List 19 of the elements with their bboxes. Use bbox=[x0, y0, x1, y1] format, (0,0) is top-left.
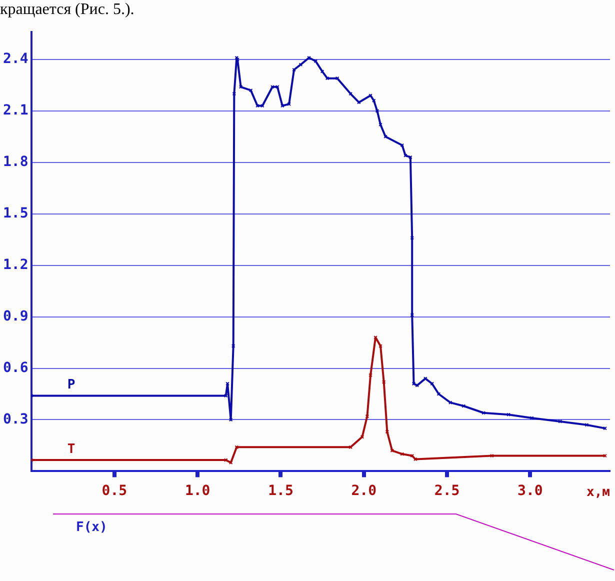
series-label: P bbox=[67, 378, 76, 393]
text: кращается (Рис. 5.). bbox=[0, 0, 136, 20]
y-tick-label: 1.2 bbox=[2, 256, 28, 273]
series-label: T bbox=[67, 442, 76, 457]
x-tick-label: 1.5 bbox=[268, 483, 294, 500]
y-tick-label: 0.3 bbox=[2, 411, 28, 428]
x-tick-label: 2.5 bbox=[434, 483, 460, 500]
x-tick-label: 2.0 bbox=[351, 483, 377, 500]
y-tick-label: 2.4 bbox=[2, 51, 28, 68]
x-axis-title: x,м bbox=[586, 484, 610, 500]
y-tick-label: 1.5 bbox=[2, 205, 28, 222]
x-tick-label: 1.0 bbox=[184, 483, 210, 500]
x-tick-label: 0.5 bbox=[102, 483, 128, 500]
y-tick-label: 1.8 bbox=[2, 154, 28, 170]
x-tick-label: 3.0 bbox=[518, 483, 543, 500]
text: F(x) bbox=[76, 520, 108, 535]
y-tick-label: 2.1 bbox=[2, 102, 28, 119]
y-tick-label: 0.6 bbox=[2, 360, 28, 376]
y-tick-label: 0.9 bbox=[2, 308, 28, 324]
